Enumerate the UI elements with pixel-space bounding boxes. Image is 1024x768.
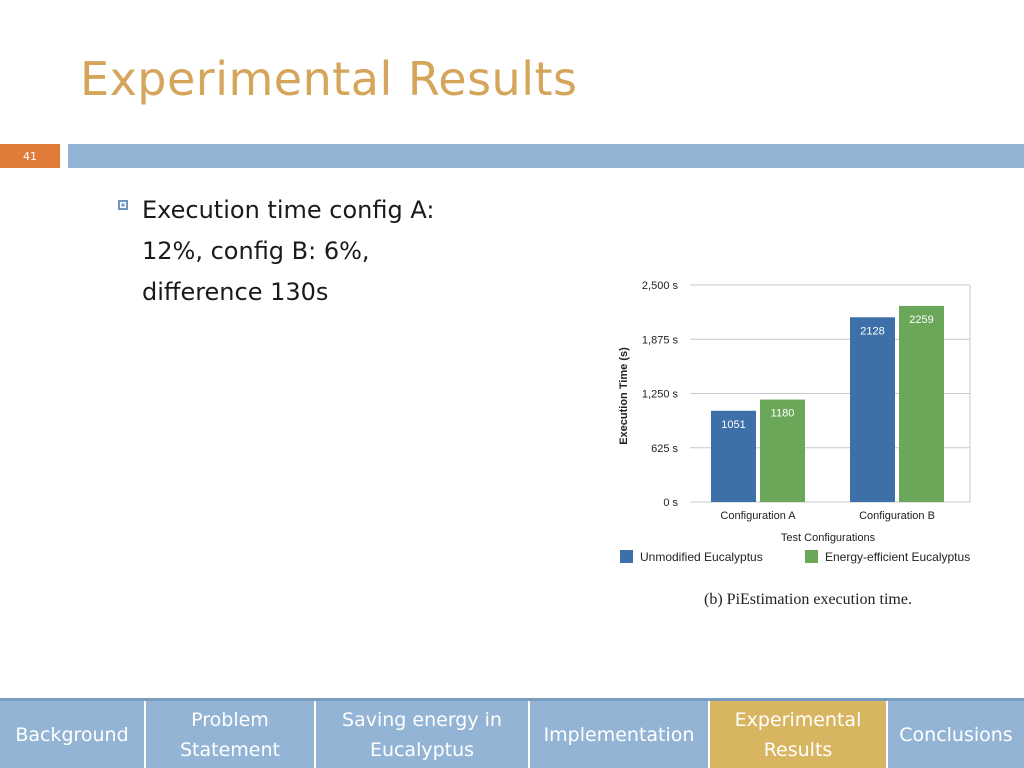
y-tick-label: 1,250 s [642,389,679,401]
square-bullet-icon [118,200,128,210]
legend-label: Energy-efficient Eucalyptus [825,550,970,564]
execution-time-chart: 0 s 625 s 1,250 s 1,875 s 2,500 s 1051 1180 21… [618,280,971,608]
nav-item-implementation[interactable]: Implementation [530,701,710,768]
bullet-item: Execution time config A: 12%, config B: … [118,190,478,313]
bar-energy-efficient-config-a [760,399,805,502]
chart-legend: Unmodified Eucalyptus Energy-efficient Eu… [620,550,970,564]
y-axis-label: Execution Time (s) [618,347,630,445]
nav-item-problem-statement[interactable]: Problem Statement [146,701,316,768]
y-tick-label: 625 s [651,443,678,455]
y-tick-label: 0 s [663,497,678,509]
x-tick-label: Configuration A [720,510,796,522]
bar-energy-efficient-config-b [899,305,944,502]
bar-value-label: 2259 [909,314,933,326]
nav-item-conclusions[interactable]: Conclusions [899,723,1013,746]
bar-value-label: 1051 [721,419,745,431]
nav-item-background[interactable]: Background [0,701,146,768]
nav-item-saving-energy-in-eucalyptus[interactable]: Saving energy in Eucalyptus [316,701,530,768]
nav-item-experimental-results[interactable]: Experimental Results [710,701,888,768]
bar-unmodified-config-b [850,317,895,502]
y-axis-ticks: 0 s 625 s 1,250 s 1,875 s 2,500 s [642,280,679,509]
section-nav-bar: Background Problem Statement Saving energy… [0,698,1024,768]
header-bar [68,144,1024,168]
slide-number: 41 [0,144,60,168]
y-tick-label: 1,875 s [642,334,679,346]
bar-value-label: 2128 [860,325,884,337]
bar-unmodified-config-a [711,410,756,502]
slide-title: Experimental Results [80,52,578,106]
x-tick-label: Configuration B [859,510,935,522]
chart-bars: 1051 1180 2128 2259 [711,305,944,502]
legend-swatch [805,550,818,563]
x-axis-label: Test Configurations [781,532,876,544]
x-axis-ticks: Configuration A Configuration B [720,510,935,522]
chart-caption: (b) PiEstimation execution time. [704,591,912,608]
y-tick-label: 2,500 s [642,280,679,292]
legend-swatch [620,550,633,563]
bar-value-label: 1180 [771,408,795,420]
bullet-text: Execution time config A: 12%, config B: … [142,196,435,306]
legend-label: Unmodified Eucalyptus [640,550,763,564]
